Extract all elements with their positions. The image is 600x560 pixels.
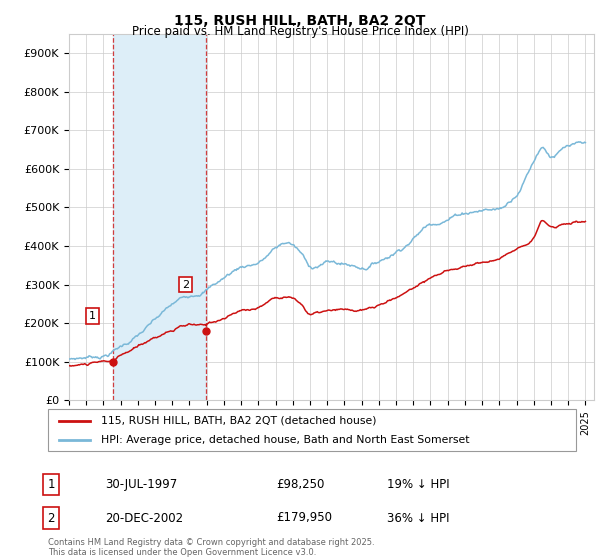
Text: 1: 1 [89,311,96,321]
Text: 2: 2 [47,511,55,525]
Text: 115, RUSH HILL, BATH, BA2 2QT (detached house): 115, RUSH HILL, BATH, BA2 2QT (detached … [101,416,376,426]
Text: £98,250: £98,250 [276,478,325,491]
Text: 30-JUL-1997: 30-JUL-1997 [105,478,177,491]
Text: 20-DEC-2002: 20-DEC-2002 [105,511,183,525]
Text: Contains HM Land Registry data © Crown copyright and database right 2025.
This d: Contains HM Land Registry data © Crown c… [48,538,374,557]
Text: HPI: Average price, detached house, Bath and North East Somerset: HPI: Average price, detached house, Bath… [101,435,469,445]
Text: 115, RUSH HILL, BATH, BA2 2QT: 115, RUSH HILL, BATH, BA2 2QT [175,14,425,28]
Text: £179,950: £179,950 [276,511,332,525]
Bar [113,34,206,400]
Text: 1: 1 [47,478,55,491]
Text: 2: 2 [182,279,189,290]
Text: Price paid vs. HM Land Registry's House Price Index (HPI): Price paid vs. HM Land Registry's House … [131,25,469,38]
Text: 36% ↓ HPI: 36% ↓ HPI [387,511,449,525]
Text: 19% ↓ HPI: 19% ↓ HPI [387,478,449,491]
